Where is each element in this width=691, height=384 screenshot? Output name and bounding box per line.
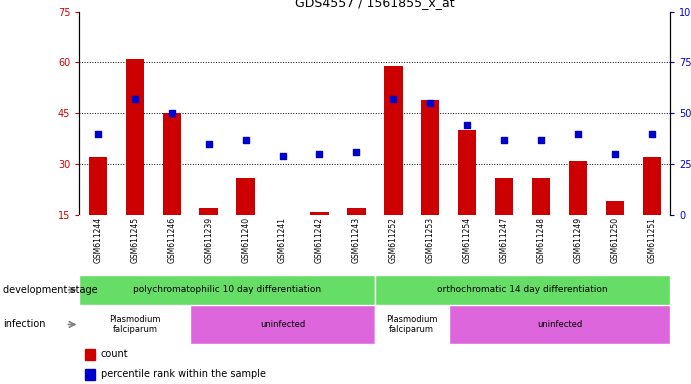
Point [277, 153, 288, 159]
Point [425, 100, 436, 106]
Text: Plasmodium
falciparum: Plasmodium falciparum [109, 315, 160, 334]
Point [388, 96, 399, 102]
Text: infection: infection [3, 319, 46, 329]
Text: GSM611253: GSM611253 [426, 217, 435, 263]
Bar [375, 305, 448, 344]
Text: uninfected: uninfected [260, 320, 305, 329]
Title: GDS4557 / 1561855_x_at: GDS4557 / 1561855_x_at [295, 0, 455, 9]
Point [351, 149, 362, 155]
Bar [190, 305, 375, 344]
Bar [79, 305, 190, 344]
Text: polychromatophilic 10 day differentiation: polychromatophilic 10 day differentiatio… [133, 285, 321, 295]
Point [646, 131, 657, 137]
Text: GSM611252: GSM611252 [389, 217, 398, 263]
Point [609, 151, 621, 157]
Bar [421, 100, 439, 266]
Bar [79, 275, 375, 305]
Bar [458, 130, 476, 266]
Text: GSM611243: GSM611243 [352, 217, 361, 263]
Text: GSM611250: GSM611250 [610, 217, 619, 263]
Bar [495, 178, 513, 266]
Text: Plasmodium
falciparum: Plasmodium falciparum [386, 315, 437, 334]
Bar [375, 275, 670, 305]
Point [167, 110, 178, 116]
Bar [569, 161, 587, 266]
Bar [347, 208, 366, 266]
Text: GSM611245: GSM611245 [131, 217, 140, 263]
Bar [605, 202, 624, 266]
Text: orthochromatic 14 day differentiation: orthochromatic 14 day differentiation [437, 285, 608, 295]
Bar [643, 157, 661, 266]
Bar [236, 178, 255, 266]
Text: GSM611241: GSM611241 [278, 217, 287, 263]
Text: GSM611240: GSM611240 [241, 217, 250, 263]
Text: count: count [101, 349, 129, 359]
Bar [86, 369, 95, 380]
Text: percentile rank within the sample: percentile rank within the sample [101, 369, 266, 379]
Bar [86, 349, 95, 360]
Text: development stage: development stage [3, 285, 98, 295]
Bar [162, 113, 181, 266]
Bar [274, 215, 292, 266]
Text: GSM611244: GSM611244 [93, 217, 102, 263]
Text: GSM611251: GSM611251 [647, 217, 656, 263]
Point [462, 122, 473, 129]
Bar [200, 208, 218, 266]
Text: GSM611248: GSM611248 [536, 217, 545, 263]
Text: GSM611249: GSM611249 [574, 217, 583, 263]
Bar [448, 305, 670, 344]
Bar [310, 212, 329, 266]
Text: GSM611247: GSM611247 [500, 217, 509, 263]
Bar [532, 178, 550, 266]
Point [240, 137, 251, 143]
Text: GSM611242: GSM611242 [315, 217, 324, 263]
Point [203, 141, 214, 147]
Text: uninfected: uninfected [537, 320, 582, 329]
Text: GSM611246: GSM611246 [167, 217, 176, 263]
Text: GSM611239: GSM611239 [205, 217, 214, 263]
Point [536, 137, 547, 143]
Bar [126, 59, 144, 266]
Point [572, 131, 583, 137]
Text: GSM611254: GSM611254 [463, 217, 472, 263]
Point [129, 96, 140, 102]
Point [314, 151, 325, 157]
Bar [88, 157, 107, 266]
Point [499, 137, 510, 143]
Point [93, 131, 104, 137]
Bar [384, 66, 403, 266]
